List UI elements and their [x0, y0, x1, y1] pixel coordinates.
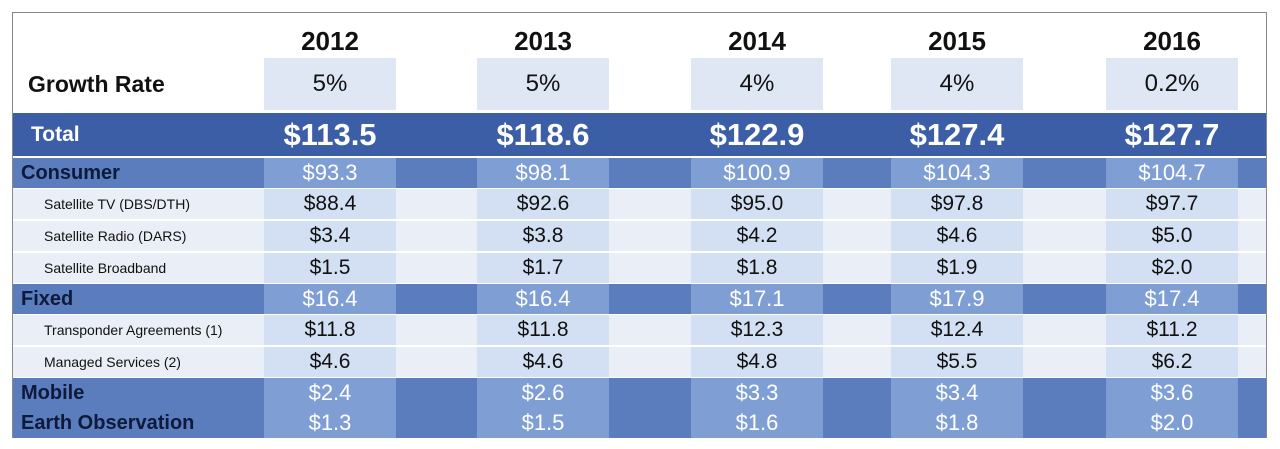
year-header: 2013 — [514, 25, 572, 56]
segment-value: $3.6 — [1106, 378, 1238, 408]
segment-row — [13, 158, 1266, 188]
item-value: $2.0 — [1106, 253, 1238, 283]
segment-value: $16.4 — [477, 284, 609, 314]
growth-value: 5% — [264, 58, 396, 110]
total-value: $118.6 — [477, 113, 609, 156]
item-value: $11.8 — [477, 315, 609, 345]
item-label: Satellite TV (DBS/DTH) — [44, 196, 190, 212]
growth-value: 5% — [477, 58, 609, 110]
item-value: $11.8 — [264, 315, 396, 345]
segment-value: $104.7 — [1106, 158, 1238, 188]
total-label: Total — [31, 122, 80, 146]
segment-label: Fixed — [21, 287, 74, 310]
segment-value: $2.0 — [1106, 408, 1238, 438]
item-value: $97.7 — [1106, 189, 1238, 219]
item-value: $4.2 — [691, 221, 823, 251]
segment-value: $17.9 — [891, 284, 1023, 314]
item-value: $1.8 — [691, 253, 823, 283]
item-value: $12.3 — [691, 315, 823, 345]
segment-value: $1.3 — [264, 408, 396, 438]
item-value: $5.0 — [1106, 221, 1238, 251]
item-value: $3.8 — [477, 221, 609, 251]
item-value: $5.5 — [891, 347, 1023, 377]
year-header: 2014 — [728, 25, 786, 56]
growth-value: 4% — [891, 58, 1023, 110]
segment-value: $3.3 — [691, 378, 823, 408]
total-row — [13, 113, 1266, 156]
item-label: Transponder Agreements (1) — [44, 322, 223, 338]
segment-value: $104.3 — [891, 158, 1023, 188]
item-row — [13, 253, 1266, 283]
total-value: $127.4 — [891, 113, 1023, 156]
total-value: $122.9 — [691, 113, 823, 156]
year-header: 2016 — [1143, 25, 1201, 56]
item-value: $1.7 — [477, 253, 609, 283]
item-value: $4.6 — [477, 347, 609, 377]
item-value: $6.2 — [1106, 347, 1238, 377]
item-label: Satellite Broadband — [44, 260, 167, 276]
segment-value: $93.3 — [264, 158, 396, 188]
total-value: $127.7 — [1106, 113, 1238, 156]
item-value: $4.6 — [891, 221, 1023, 251]
item-value: $3.4 — [264, 221, 396, 251]
segment-value: $17.1 — [691, 284, 823, 314]
total-value: $113.5 — [264, 113, 396, 156]
item-value: $88.4 — [264, 189, 396, 219]
segment-value: $98.1 — [477, 158, 609, 188]
segment-label: Mobile — [21, 381, 85, 404]
item-row — [13, 189, 1266, 219]
segment-row — [13, 284, 1266, 314]
item-label: Satellite Radio (DARS) — [44, 228, 187, 244]
segment-label: Earth Observation — [21, 411, 195, 434]
segment-value: $2.4 — [264, 378, 396, 408]
item-row — [13, 347, 1266, 377]
segment-value: $1.5 — [477, 408, 609, 438]
segment-value: $1.6 — [691, 408, 823, 438]
item-value: $92.6 — [477, 189, 609, 219]
segment-value: $16.4 — [264, 284, 396, 314]
segment-value: $100.9 — [691, 158, 823, 188]
year-header: 2012 — [301, 25, 359, 56]
item-value: $97.8 — [891, 189, 1023, 219]
item-value: $95.0 — [691, 189, 823, 219]
segment-value: $1.8 — [891, 408, 1023, 438]
item-value: $12.4 — [891, 315, 1023, 345]
item-value: $4.8 — [691, 347, 823, 377]
item-label: Managed Services (2) — [44, 354, 181, 370]
item-value: $4.6 — [264, 347, 396, 377]
growth-label: Growth Rate — [28, 70, 165, 97]
segment-value: $3.4 — [891, 378, 1023, 408]
segment-value: $17.4 — [1106, 284, 1238, 314]
item-value: $1.5 — [264, 253, 396, 283]
item-row — [13, 221, 1266, 251]
segment-value: $2.6 — [477, 378, 609, 408]
year-header: 2015 — [928, 25, 986, 56]
segment-row — [13, 378, 1266, 408]
segment-row — [13, 408, 1266, 438]
item-row — [13, 315, 1266, 345]
segment-label: Consumer — [21, 161, 120, 184]
item-value: $1.9 — [891, 253, 1023, 283]
growth-value: 0.2% — [1106, 58, 1238, 110]
item-value: $11.2 — [1106, 315, 1238, 345]
growth-value: 4% — [691, 58, 823, 110]
